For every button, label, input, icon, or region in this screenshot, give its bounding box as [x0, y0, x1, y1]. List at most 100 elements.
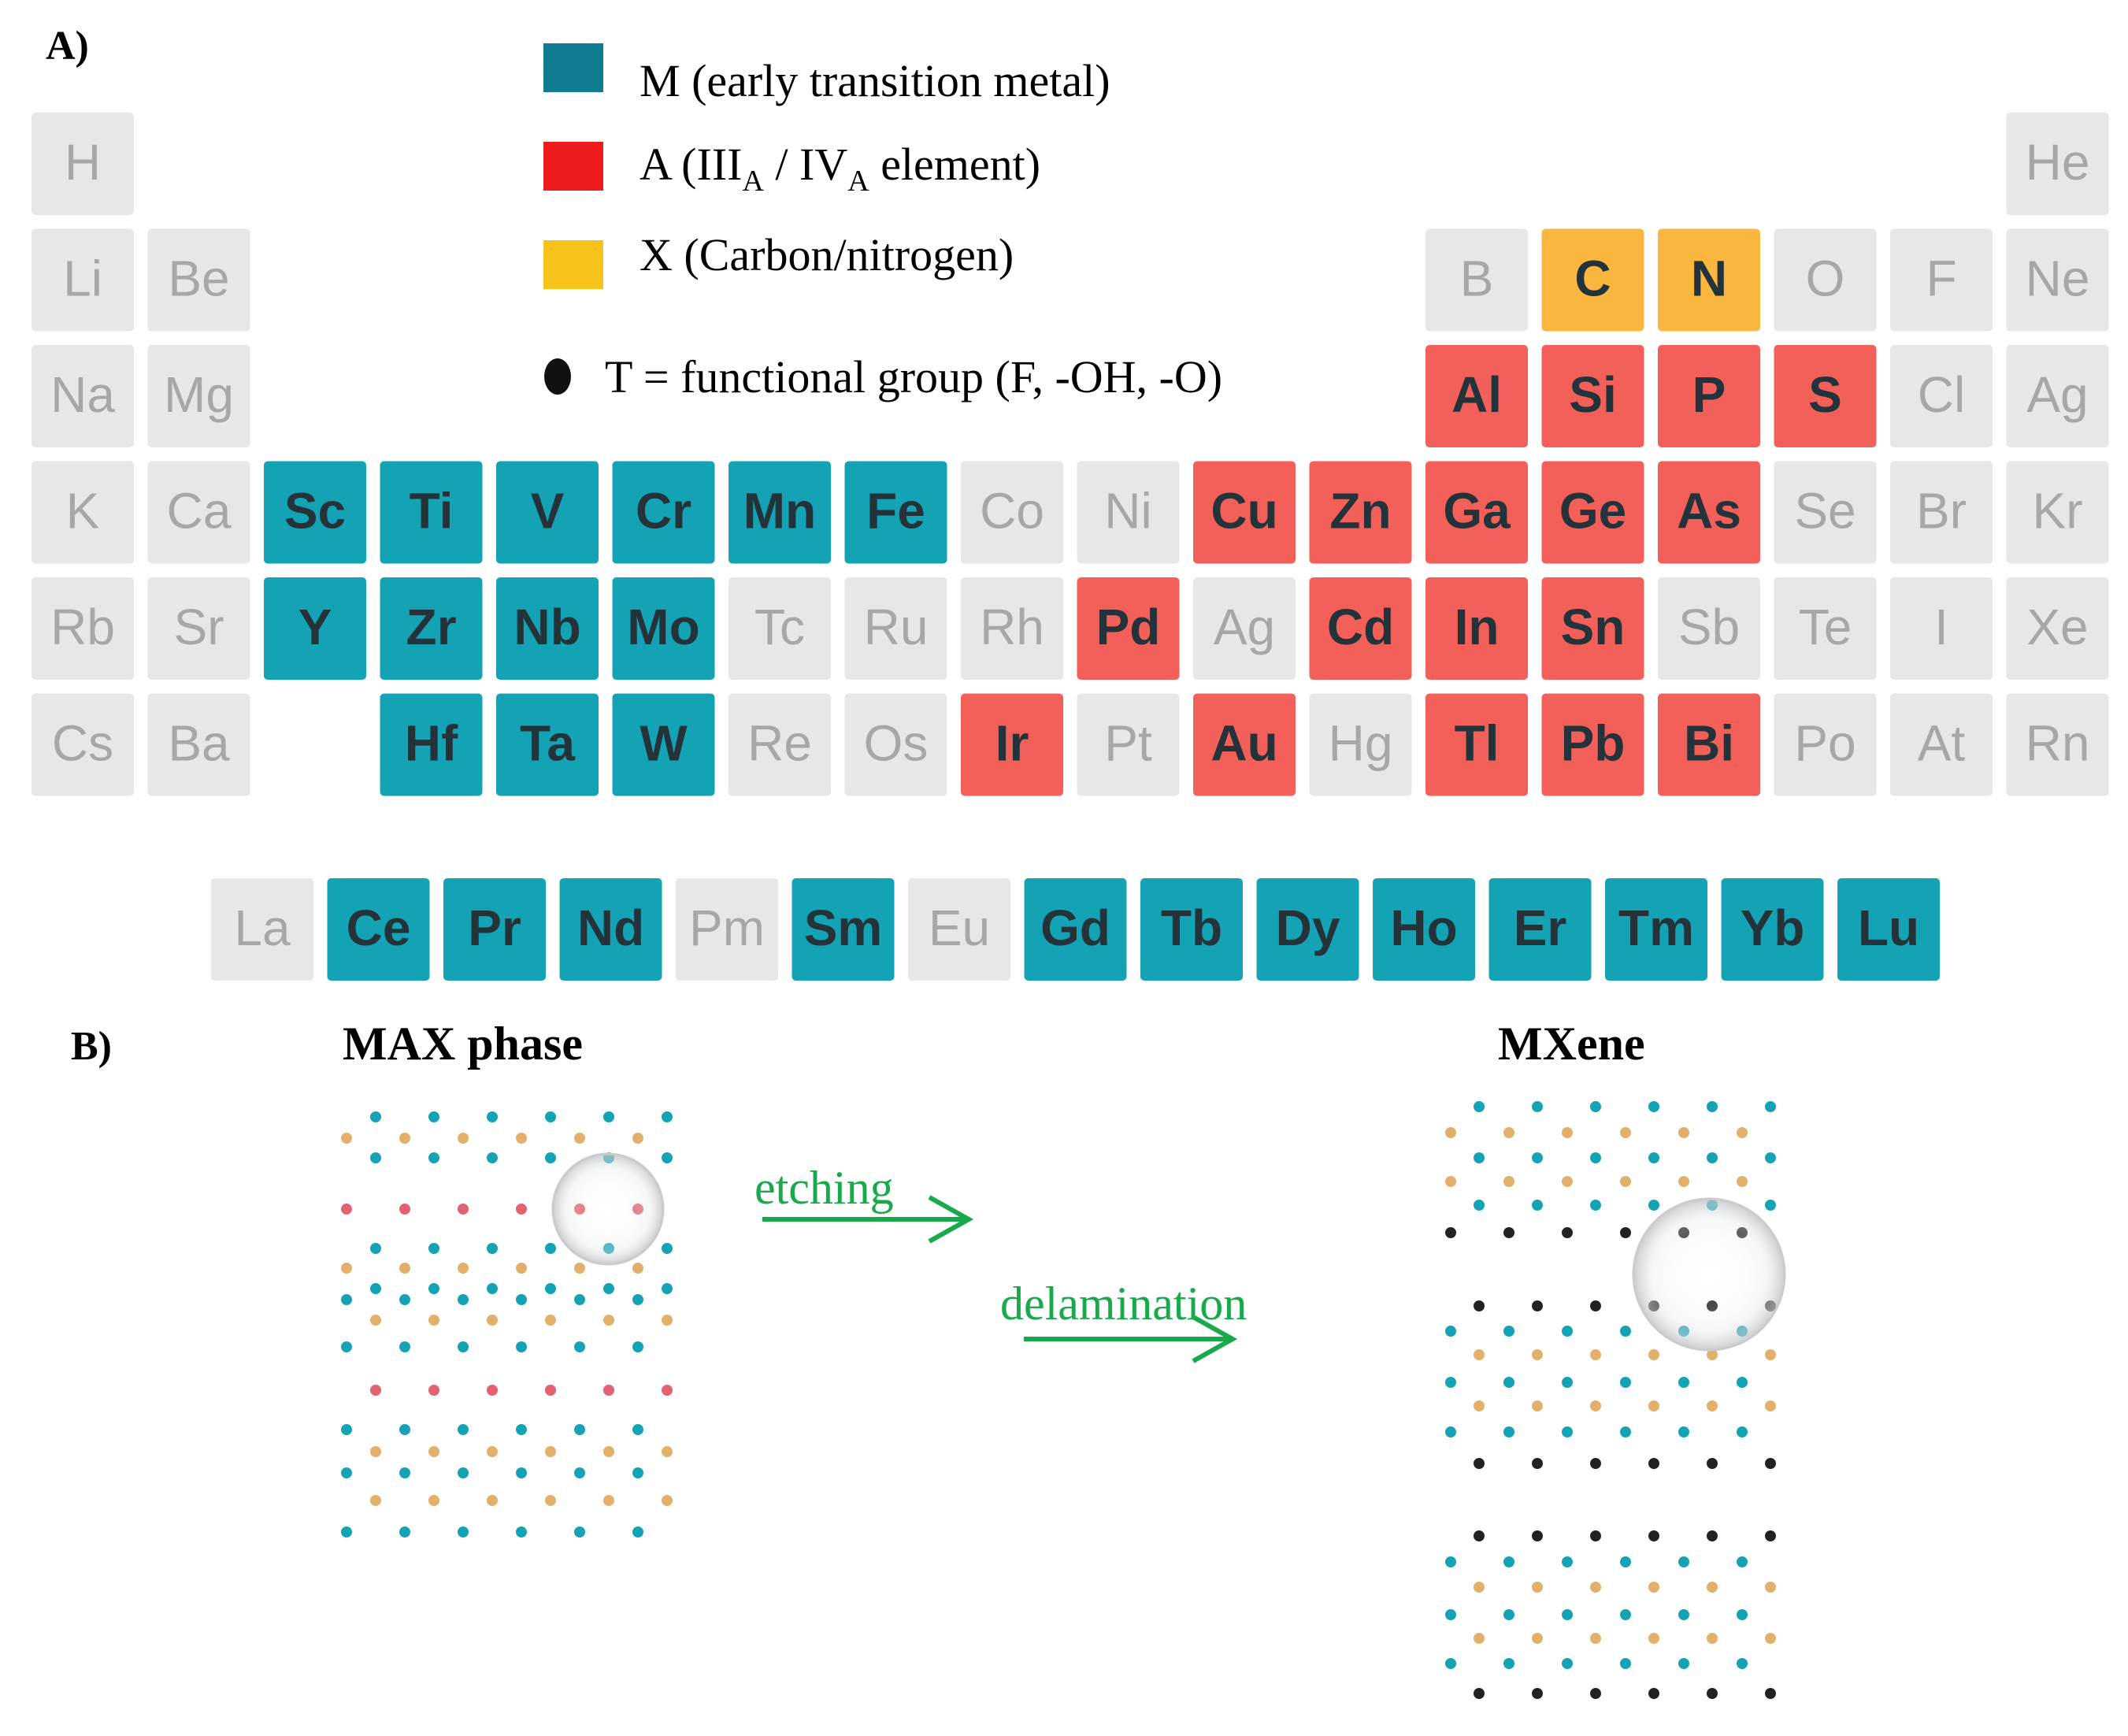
lanthanide-tm: Tm	[1618, 900, 1694, 956]
mxene-flake3-t-row6-dot	[1590, 1688, 1601, 1699]
max-m-row9-dot	[574, 1341, 585, 1352]
max-m-row11-dot	[632, 1424, 643, 1435]
element-co-r3c8: Co	[980, 483, 1044, 540]
max-m-row6-dot	[487, 1283, 498, 1294]
lanthanide-sm: Sm	[804, 900, 883, 956]
element-sr-r4c1-bg	[147, 577, 250, 680]
max-x-row14-dot	[428, 1495, 439, 1506]
mxene-flake3-t-row0-dot	[1474, 1530, 1485, 1541]
mxene-flake2-t-row6-dot	[1474, 1458, 1485, 1469]
max-x-row12-dot	[428, 1446, 439, 1457]
mxene-flake2-m-row5-dot	[1737, 1426, 1748, 1437]
element-po-r5c15: Po	[1794, 715, 1856, 772]
mxene-flake3-m-row5-dot	[1678, 1658, 1689, 1669]
mxene-flake3-t-row0-dot	[1765, 1530, 1776, 1541]
element-se-r3c15: Se	[1794, 483, 1856, 540]
max-m-row13-dot	[399, 1467, 410, 1478]
element-ca-r3c1-bg	[147, 461, 250, 564]
mxene-flake2-x-row4-dot	[1707, 1400, 1718, 1411]
element-o-r1c15-bg	[1774, 228, 1877, 332]
element-ti-r3c3-bg	[380, 461, 483, 564]
mxene-flake3-m-row3-dot	[1737, 1609, 1748, 1620]
mxene-flake1-m-row4-dot	[1765, 1200, 1776, 1211]
element-i-r4c16-bg	[1890, 577, 1993, 680]
element-pt-r5c9: Pt	[1104, 715, 1152, 772]
max-x-row8-dot	[603, 1315, 614, 1326]
max-m-row0-dot	[370, 1111, 381, 1122]
element-tl-r5c12-bg	[1425, 693, 1528, 796]
lanthanide-pm-bg	[676, 878, 778, 981]
element-i-r4c16: I	[1934, 599, 1948, 655]
element-ga-r3c12-bg	[1425, 461, 1528, 564]
max-m-row4-dot	[487, 1243, 498, 1254]
mxene-flake2-m-row3-dot	[1503, 1377, 1514, 1388]
max-x-row1-dot	[341, 1133, 352, 1144]
max-m-row11-dot	[516, 1424, 527, 1435]
element-rh-r4c8: Rh	[980, 599, 1044, 655]
mxene-flake1-x-row3-dot	[1445, 1176, 1456, 1187]
legend-text-a: A (IIIA / IVA element)	[640, 139, 1040, 198]
max-x-row14-dot	[662, 1495, 673, 1506]
max-a-row3-dot	[516, 1204, 527, 1215]
mxene-flake2-x-row2-dot	[1474, 1349, 1485, 1360]
mxene-flake3-m-row1-dot	[1562, 1556, 1573, 1567]
element-bi-r5c14-bg	[1658, 693, 1760, 796]
max-m-row6-dot	[662, 1283, 673, 1294]
max-m-row4-dot	[428, 1243, 439, 1254]
max-m-row13-dot	[574, 1467, 585, 1478]
mxene-flake2-x-row2-dot	[1765, 1349, 1776, 1360]
max-m-row0-dot	[603, 1111, 614, 1122]
max-x-row12-dot	[603, 1446, 614, 1457]
element-ag-r2c17: Ag	[2026, 366, 2088, 423]
mxene-flake2-m-row5-dot	[1445, 1426, 1456, 1437]
max-m-row4-dot	[370, 1243, 381, 1254]
element-au-r5c10-bg	[1193, 693, 1296, 796]
mxene-flake2-t-row0-dot	[1590, 1300, 1601, 1311]
max-a-row10-dot	[428, 1385, 439, 1396]
lanthanide-lu-bg	[1837, 878, 1940, 981]
lanthanide-gd: Gd	[1040, 900, 1110, 956]
legend-text-m: M (early transition metal)	[640, 55, 1110, 106]
mxene-flake3-t-row0-dot	[1532, 1530, 1543, 1541]
lanthanide-ho-bg	[1373, 878, 1475, 981]
mxene-flake3-x-row4-dot	[1765, 1633, 1776, 1644]
element-al-r2c12-bg	[1425, 345, 1528, 447]
element-h-r0c0-bg	[32, 113, 134, 215]
mxene-flake3-t-row0-dot	[1648, 1530, 1659, 1541]
element-as-r3c14: As	[1677, 483, 1741, 540]
element-ba-r5c1-bg	[147, 693, 250, 796]
mxene-flake3-m-row5-dot	[1737, 1658, 1748, 1669]
mxene-flake2-t-row6-dot	[1648, 1458, 1659, 1469]
max-x-row5-dot	[341, 1263, 352, 1274]
lanthanide-gd-bg	[1024, 878, 1127, 981]
max-m-row7-dot	[399, 1294, 410, 1305]
max-m-row15-dot	[399, 1526, 410, 1538]
element-ti-r3c3: Ti	[410, 483, 454, 540]
mxene-flake1-m-row2-dot	[1765, 1152, 1776, 1163]
element-c-r1c13: C	[1574, 250, 1611, 307]
element-na-r2c0: Na	[50, 366, 115, 423]
element-at-r5c16-bg	[1890, 693, 1993, 796]
element-kr-r3c17: Kr	[2033, 483, 2083, 540]
mxene-flake3-t-row6-dot	[1707, 1688, 1718, 1699]
mxene-flake1-m-row2-dot	[1707, 1152, 1718, 1163]
mxene-flake1-m-row2-dot	[1590, 1152, 1601, 1163]
max-x-row8-dot	[662, 1315, 673, 1326]
element-as-r3c14-bg	[1658, 461, 1760, 564]
mxene-flake2-m-row3-dot	[1737, 1377, 1748, 1388]
mxene-flake2-m-row1-dot	[1620, 1326, 1631, 1337]
element-k-r3c0-bg	[32, 461, 134, 564]
mxene-title: MXene	[1498, 1018, 1645, 1070]
mxene-flake3-t-row6-dot	[1765, 1688, 1776, 1699]
mxene-flake2-m-row5-dot	[1503, 1426, 1514, 1437]
element-ne-r1c17: Ne	[2026, 250, 2090, 307]
mxene-flake2-m-row5-dot	[1678, 1426, 1689, 1437]
element-zr-r4c3: Zr	[406, 599, 457, 655]
mxene-flake3-x-row2-dot	[1590, 1582, 1601, 1593]
element-rh-r4c8-bg	[961, 577, 1063, 680]
mxene-flake2-t-row6-dot	[1532, 1458, 1543, 1469]
mxene-flake1-x-row3-dot	[1562, 1176, 1573, 1187]
max-x-row14-dot	[603, 1495, 614, 1506]
lanthanide-er: Er	[1514, 900, 1567, 956]
